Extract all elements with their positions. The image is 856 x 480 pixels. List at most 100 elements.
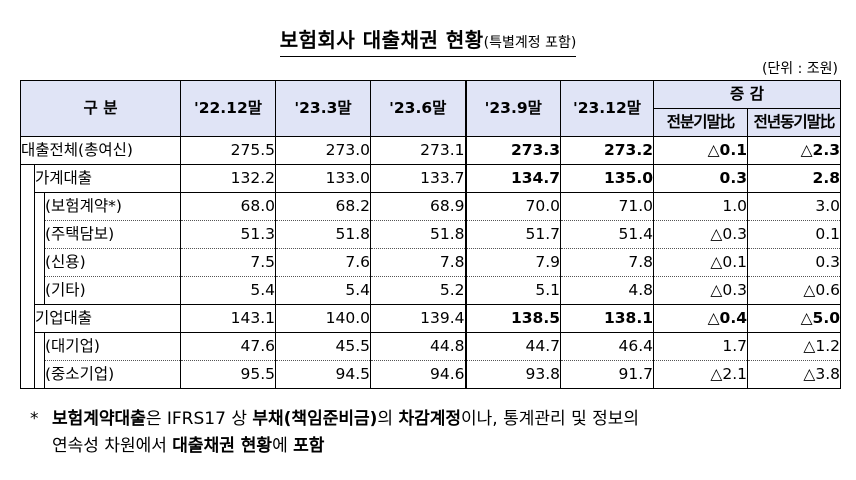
document-title: 보험회사 대출채권 현황(특별계정 포함) [0,28,856,57]
value-cell: 68.9 [370,192,466,221]
value-cell: 51.8 [370,220,466,249]
header-category: 구 분 [20,80,181,137]
value-cell: △2.1 [653,360,748,389]
footnote-text: 은 IFRS17 상 [145,409,253,429]
value-cell: 5.4 [275,276,371,305]
table-row: 대출전체(총여신) 275.5 273.0 273.1 273.3 273.2 △0.1 △2… [20,136,841,165]
value-cell: △0.3 [653,276,748,305]
row-label: (보험계약*) [44,192,181,221]
footnote-emphasis: 부채(책임준비금) [252,409,378,429]
footnote-emphasis: 차감계정 [398,409,462,429]
indent-gutter [20,304,35,333]
table-row: (주택담보) 51.3 51.8 51.8 51.7 51.4 △0.3 0.1 [20,220,841,249]
value-cell: 68.2 [275,192,371,221]
header-change-group: 증 감 [653,80,841,109]
row-label: 가계대출 [34,164,181,193]
indent-gutter [34,360,45,389]
row-label: (신용) [44,248,181,277]
value-cell: △1.2 [747,332,841,361]
value-cell: 68.0 [180,192,276,221]
indent-gutter [20,220,35,249]
row-label: (중소기업) [44,360,181,389]
value-cell: 0.1 [747,220,841,249]
value-cell: 71.0 [560,192,654,221]
value-cell: 51.3 [180,220,276,249]
value-cell: 7.6 [275,248,371,277]
value-cell: 133.0 [275,164,371,193]
footnote: * 보험계약대출은 IFRS17 상 부채(책임준비금)의 차감계정이나, 통계관… [30,406,850,460]
value-cell: 51.4 [560,220,654,249]
value-cell: 5.2 [370,276,466,305]
value-cell: △3.8 [747,360,841,389]
value-cell: 0.3 [747,248,841,277]
table-row: (대기업) 47.6 45.5 44.8 44.7 46.4 1.7 △1.2 [20,332,841,361]
value-cell: 0.3 [653,164,748,193]
footnote-text: 이나, 통계관리 및 정보의 [461,409,640,429]
value-cell: 133.7 [370,164,466,193]
value-cell: △5.0 [747,304,841,333]
value-cell: △0.1 [653,136,748,165]
row-label: 대출전체(총여신) [20,136,181,165]
footnote-emphasis: 대출채권 현황 [172,436,273,456]
value-cell: 70.0 [464,192,561,221]
indent-gutter [20,248,35,277]
value-cell: 47.6 [180,332,276,361]
indent-gutter [34,248,45,277]
row-label: (기타) [44,276,181,305]
value-cell: 95.5 [180,360,276,389]
value-cell: 93.8 [464,360,561,389]
value-cell: 1.7 [653,332,748,361]
header-period: '23.9말 [464,80,561,137]
value-cell: 275.5 [180,136,276,165]
value-cell: 138.1 [560,304,654,333]
value-cell: △0.4 [653,304,748,333]
unit-label: (단위 : 조원) [761,61,838,77]
footnote-text: 에 [272,436,294,456]
value-cell: 3.0 [747,192,841,221]
value-cell: △0.6 [747,276,841,305]
header-yoy: 전년동기말比 [747,108,841,137]
value-cell: 273.3 [464,136,561,165]
footnote-emphasis: 보험계약대출 [52,409,146,429]
value-cell: 7.5 [180,248,276,277]
indent-gutter [20,360,35,389]
footnote-line-2: 연속성 차원에서 대출채권 현황에 포함 [30,433,850,460]
value-cell: △0.1 [653,248,748,277]
footnote-emphasis: 포함 [293,436,325,456]
header-period: '22.12말 [180,80,276,137]
value-cell: 44.8 [370,332,466,361]
value-cell: 7.9 [464,248,561,277]
header-qoq: 전분기말比 [653,108,748,137]
indent-gutter [20,192,35,221]
indent-gutter [34,192,45,221]
value-cell: 134.7 [464,164,561,193]
indent-gutter [34,220,45,249]
title-main: 보험회사 대출채권 현황 [279,28,484,52]
value-cell: 94.6 [370,360,466,389]
footnote-text: 연속성 차원에서 [52,436,173,456]
table-row: (신용) 7.5 7.6 7.8 7.9 7.8 △0.1 0.3 [20,248,841,277]
value-cell: 139.4 [370,304,466,333]
table-row: (보험계약*) 68.0 68.2 68.9 70.0 71.0 1.0 3.0 [20,192,841,221]
value-cell: 135.0 [560,164,654,193]
indent-gutter [20,164,35,193]
indent-gutter [34,276,45,305]
value-cell: 273.2 [560,136,654,165]
value-cell: 45.5 [275,332,371,361]
row-label: (주택담보) [44,220,181,249]
indent-gutter [20,332,35,361]
value-cell: △0.3 [653,220,748,249]
table-row: 가계대출 132.2 133.0 133.7 134.7 135.0 0.3 2.8 [20,164,841,193]
value-cell: 44.7 [464,332,561,361]
table-row: (중소기업) 95.5 94.5 94.6 93.8 91.7 △2.1 △3.8 [20,360,841,389]
value-cell: 143.1 [180,304,276,333]
value-cell: △2.3 [747,136,841,165]
table-row: (기타) 5.4 5.4 5.2 5.1 4.8 △0.3 △0.6 [20,276,841,305]
header-period: '23.12말 [560,80,654,137]
value-cell: 2.8 [747,164,841,193]
footnote-marker: * [30,409,39,429]
footnote-line-1: * 보험계약대출은 IFRS17 상 부채(책임준비금)의 차감계정이나, 통계관… [30,406,850,433]
value-cell: 5.4 [180,276,276,305]
value-cell: 1.0 [653,192,748,221]
value-cell: 273.1 [370,136,466,165]
